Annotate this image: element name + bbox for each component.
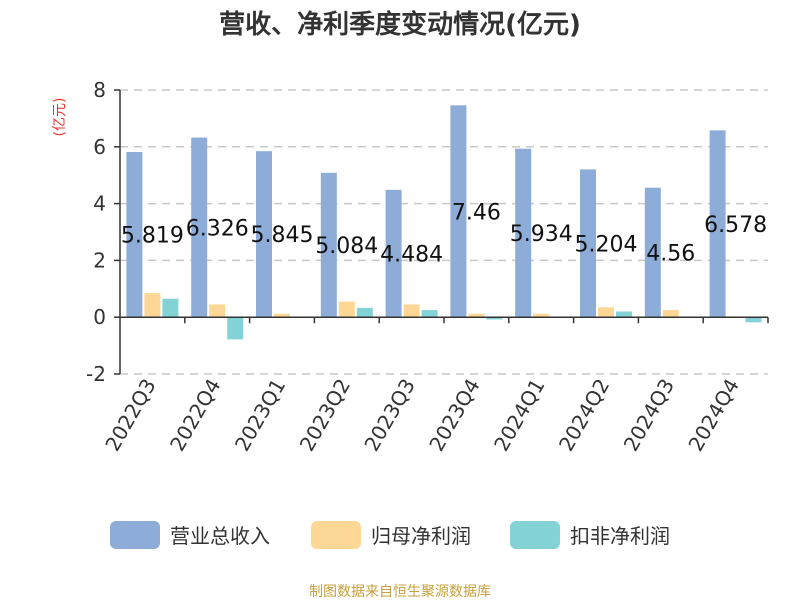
- x-tick-label: 2023Q4: [424, 375, 484, 456]
- bar-deducted-net-profit: [486, 317, 503, 320]
- data-label: 5.819: [121, 224, 184, 249]
- legend-label: 扣非净利润: [570, 524, 670, 548]
- bar-net-profit: [144, 293, 161, 318]
- legend-swatch: [110, 521, 160, 549]
- x-tick-label: 2022Q4: [165, 375, 225, 456]
- x-tick-label: 2024Q2: [554, 375, 614, 456]
- bar-revenue: [385, 189, 402, 318]
- bar-revenue: [191, 137, 208, 318]
- y-tick-label: 4: [93, 192, 106, 216]
- bar-deducted-net-profit: [616, 311, 632, 318]
- bar-net-profit: [598, 307, 614, 318]
- bars: [126, 105, 762, 340]
- x-tick-label: 2024Q3: [619, 375, 679, 456]
- bar-revenue: [580, 169, 596, 318]
- bar-deducted-net-profit: [227, 317, 244, 340]
- data-label: 4.56: [646, 241, 695, 266]
- bar-revenue: [644, 187, 661, 318]
- data-label: 7.46: [452, 200, 501, 225]
- bar-net-profit: [274, 313, 290, 318]
- x-tick-label: 2024Q1: [489, 375, 549, 456]
- y-tick-label: 8: [93, 78, 106, 102]
- bar-revenue: [320, 172, 337, 318]
- bar-revenue: [709, 130, 726, 318]
- data-labels: 5.819 6.326 5.845 5.084 4.484 7.46 5.934 5.204 4…: [121, 200, 767, 267]
- legend: 营业总收入 归母净利润 扣非净利润: [110, 521, 670, 549]
- data-label: 5.845: [251, 223, 314, 248]
- data-label: 6.578: [704, 213, 767, 238]
- bar-net-profit: [468, 313, 485, 318]
- bar-deducted-net-profit: [162, 298, 179, 318]
- data-label: 5.934: [510, 222, 573, 247]
- bar-revenue: [256, 151, 272, 318]
- legend-swatch: [510, 521, 560, 549]
- legend-swatch: [311, 521, 361, 549]
- bar-deducted-net-profit: [421, 310, 438, 318]
- bar-net-profit: [533, 313, 550, 318]
- data-label: 5.084: [315, 234, 378, 259]
- y-tick-label: -2: [86, 362, 106, 386]
- data-label: 4.484: [380, 243, 443, 268]
- x-tick-label: 2023Q3: [359, 375, 419, 456]
- bar-revenue: [450, 105, 467, 318]
- data-label: 5.204: [575, 232, 638, 257]
- chart-title: 营收、净利季度变动情况(亿元): [219, 9, 581, 40]
- bar-net-profit: [209, 304, 226, 318]
- bar-deducted-net-profit: [356, 307, 373, 318]
- data-label: 6.326: [186, 216, 249, 241]
- x-tick-label: 2023Q1: [230, 375, 290, 456]
- bar-revenue: [515, 148, 532, 318]
- bar-deducted-net-profit: [745, 317, 762, 323]
- x-tick-label: 2024Q4: [683, 375, 743, 456]
- x-tick-label: 2023Q2: [295, 375, 355, 456]
- bar-net-profit: [662, 310, 679, 318]
- bar-revenue: [126, 151, 143, 318]
- x-tick-label: 2022Q3: [100, 375, 160, 456]
- legend-label: 营业总收入: [170, 524, 270, 548]
- y-tick-label: 0: [93, 305, 106, 329]
- y-tick-label: 2: [93, 248, 106, 272]
- source-note: 制图数据来自恒生聚源数据库: [309, 584, 491, 600]
- bar-net-profit: [338, 301, 355, 318]
- legend-label: 归母净利润: [371, 524, 471, 548]
- y-axis-unit-label: (亿元): [52, 98, 68, 137]
- y-tick-label: 6: [93, 135, 106, 159]
- bar-net-profit: [403, 304, 420, 318]
